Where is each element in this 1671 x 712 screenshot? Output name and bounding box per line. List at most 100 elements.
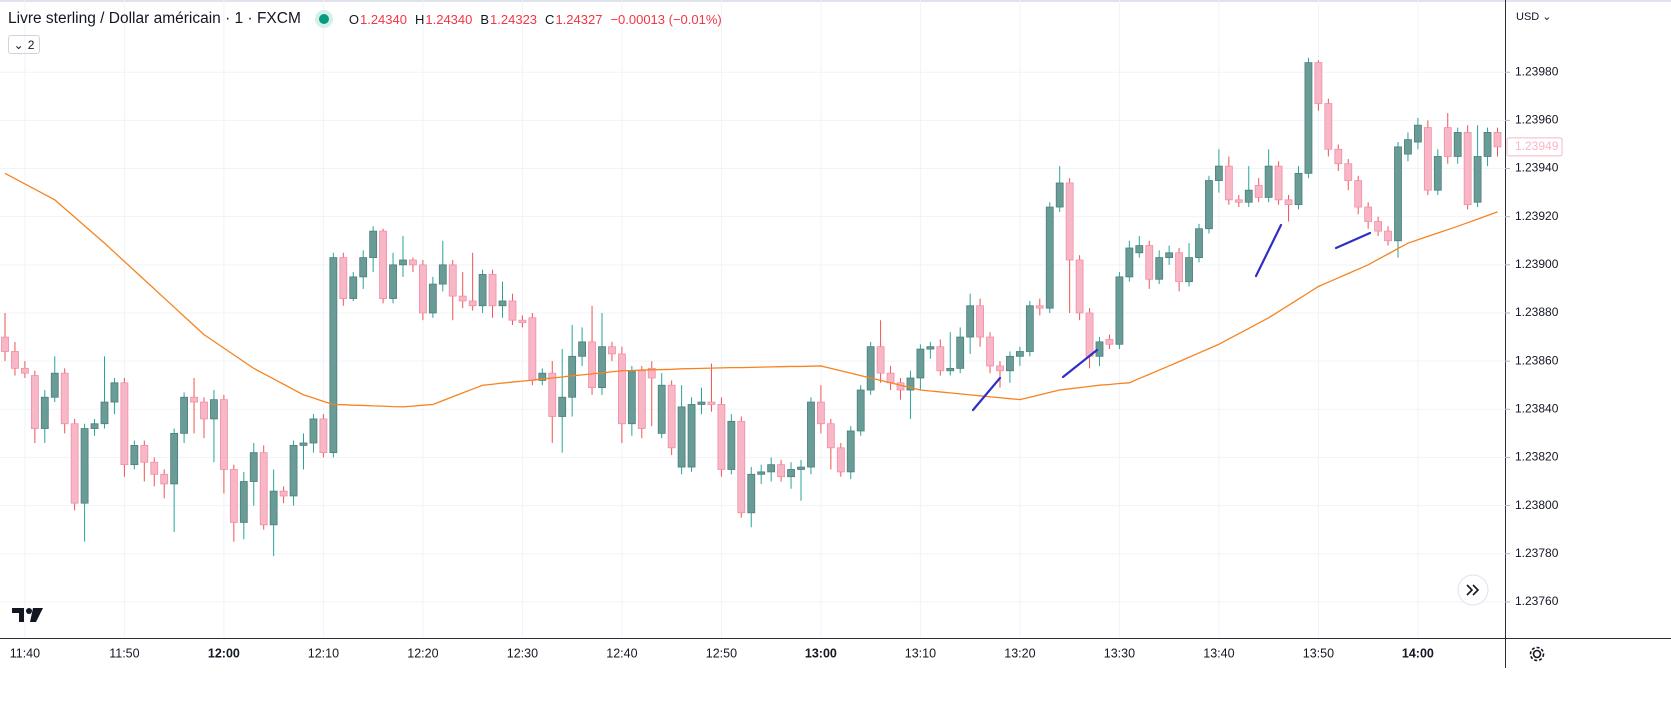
gear-center[interactable] <box>1532 649 1542 659</box>
indicator-toggle[interactable]: ⌄ 2 <box>8 35 40 54</box>
candle-body <box>329 257 338 454</box>
currency-label[interactable]: USD <box>1516 11 1540 23</box>
candle-body <box>996 365 1004 372</box>
candle-body <box>1264 165 1273 198</box>
candle-body <box>498 300 507 307</box>
candle-body <box>1165 252 1174 259</box>
candle-body <box>349 276 358 299</box>
candle-body <box>379 230 388 299</box>
ohlc-value: 1.24323 <box>490 11 538 27</box>
candle-body <box>1035 305 1044 309</box>
candle-body <box>1423 127 1432 191</box>
drawings <box>971 223 1372 412</box>
candle-body <box>120 382 129 466</box>
candle-body <box>1185 257 1193 283</box>
candle-body <box>817 401 825 425</box>
candle-body <box>130 444 139 466</box>
candle-body <box>438 264 447 285</box>
candle-body <box>1016 351 1024 357</box>
candle-body <box>946 367 955 372</box>
candle-body <box>190 396 198 403</box>
logo-part <box>30 608 43 622</box>
candle-body <box>1374 221 1382 232</box>
candle-body <box>418 264 427 314</box>
candle-body <box>309 418 318 444</box>
candle-body <box>140 444 149 463</box>
candle-body <box>180 396 189 434</box>
candle-body <box>727 420 736 470</box>
candle-body <box>1314 62 1323 104</box>
scroll-icon[interactable] <box>1466 584 1480 596</box>
candle-body <box>767 464 776 473</box>
candle-body <box>637 370 646 429</box>
candle-body <box>777 464 785 478</box>
x-tick-label: 13:10 <box>905 646 936 660</box>
candle-body <box>1195 228 1203 259</box>
candle-body <box>1125 247 1134 278</box>
candle-body <box>229 469 238 523</box>
price-change: −0.00013 (−0.01%) <box>610 11 722 27</box>
candle-body <box>926 346 935 350</box>
x-tick-label: 12:50 <box>706 646 737 660</box>
settings-button[interactable] <box>1529 646 1545 662</box>
ohlc-value: 1.24340 <box>359 11 407 27</box>
candle-body <box>1344 163 1353 181</box>
logo-part <box>12 608 24 622</box>
candle-body <box>219 399 228 470</box>
candle-body <box>737 420 746 514</box>
candle-body <box>170 432 179 485</box>
currency-selector[interactable]: USD ⌄ <box>1516 10 1552 23</box>
candle-body <box>717 404 726 470</box>
x-tick-label: 13:30 <box>1104 646 1135 660</box>
candle-body <box>588 341 596 389</box>
candle-body <box>1493 132 1502 148</box>
candle-body <box>478 274 487 307</box>
gear-teeth[interactable] <box>1529 646 1545 662</box>
candle-body <box>558 396 567 417</box>
candle-body <box>1463 132 1472 206</box>
candle-body <box>936 346 945 372</box>
candle-body <box>836 447 845 473</box>
trend-line <box>1334 231 1372 250</box>
candle-body <box>578 341 586 357</box>
candle-body <box>1433 156 1442 191</box>
scroll-button[interactable] <box>1457 574 1489 606</box>
candle-body <box>150 461 159 475</box>
x-tick-label: 12:40 <box>606 646 637 660</box>
indicator-count[interactable]: 2 <box>27 37 35 52</box>
candle-body <box>1075 259 1084 314</box>
candle-body <box>279 490 288 497</box>
candle-body <box>299 442 308 446</box>
legend-header: Livre sterling / Dollar américain · 1 · … <box>8 10 722 28</box>
candle-body <box>428 283 437 314</box>
candle-body <box>369 230 378 259</box>
candle-body <box>1045 206 1054 309</box>
candle-body <box>956 336 965 369</box>
candle-body <box>807 401 815 468</box>
candle-body <box>1453 132 1462 157</box>
candle-body <box>1055 182 1064 208</box>
candle-body <box>1364 206 1373 222</box>
trend-line <box>1254 223 1283 278</box>
currency-chevron[interactable]: ⌄ <box>1539 11 1552 23</box>
candle-body <box>110 382 119 403</box>
y-tick-label: 1.23960 <box>1515 113 1559 127</box>
candle-body <box>210 399 218 420</box>
candle-body <box>20 367 29 374</box>
market-status <box>318 14 329 24</box>
candle-body <box>160 473 169 485</box>
y-tick-label: 1.23820 <box>1515 450 1559 464</box>
candle-body <box>399 259 407 266</box>
y-tick-label: 1.23800 <box>1515 498 1559 512</box>
candle-body <box>876 346 885 374</box>
candle-body <box>797 466 805 470</box>
chevron[interactable]: ⌄ <box>13 37 24 52</box>
candle-body <box>259 452 268 526</box>
ohlc-key: C <box>545 11 555 27</box>
x-tick-label: 12:00 <box>208 646 240 660</box>
candle-body <box>1384 230 1392 242</box>
x-tick-label: 11:40 <box>10 646 40 660</box>
candle-body <box>11 351 19 369</box>
